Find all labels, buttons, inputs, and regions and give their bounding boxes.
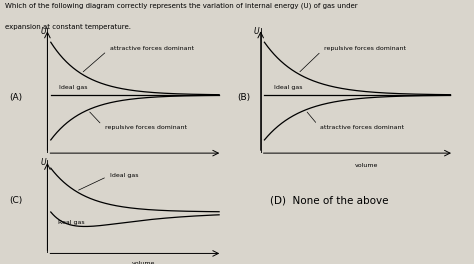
Text: Which of the following diagram correctly represents the variation of internal en: Which of the following diagram correctly… — [5, 3, 357, 9]
Text: Ideal gas: Ideal gas — [79, 173, 138, 190]
Text: U: U — [253, 27, 259, 36]
Text: Real gas: Real gas — [57, 220, 84, 225]
Text: volume: volume — [132, 261, 155, 264]
Text: Ideal gas: Ideal gas — [273, 85, 302, 90]
Text: volume: volume — [355, 163, 378, 168]
Text: (D)  None of the above: (D) None of the above — [270, 196, 389, 206]
Text: (B): (B) — [237, 93, 250, 102]
Text: Ideal gas: Ideal gas — [59, 85, 88, 90]
Text: repulsive forces dominant: repulsive forces dominant — [90, 112, 187, 130]
Text: expansion at constant temperature.: expansion at constant temperature. — [5, 24, 131, 30]
Text: (A): (A) — [9, 93, 23, 102]
Text: U: U — [40, 158, 46, 167]
Text: (C): (C) — [9, 196, 23, 205]
Text: attractive forces dominant: attractive forces dominant — [83, 46, 194, 72]
Text: U: U — [40, 27, 46, 36]
Text: repulsive forces dominant: repulsive forces dominant — [300, 46, 406, 72]
Text: volume: volume — [132, 163, 155, 168]
Text: attractive forces dominant: attractive forces dominant — [307, 112, 404, 130]
